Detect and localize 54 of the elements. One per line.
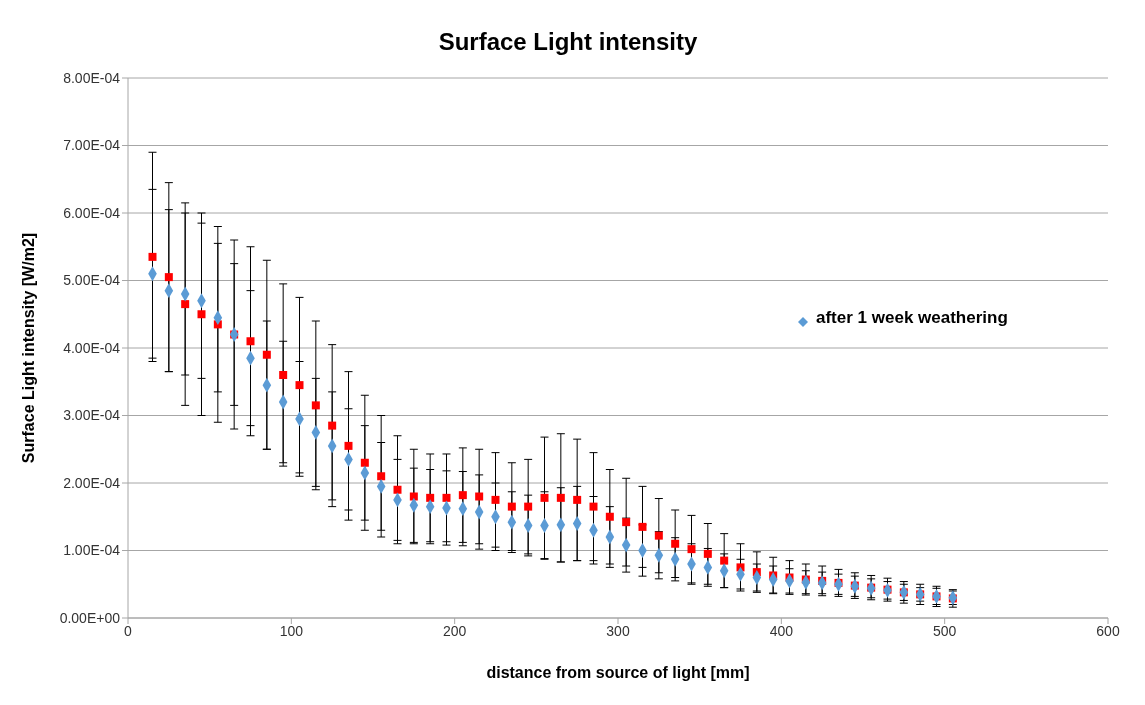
point — [393, 485, 402, 494]
y-tick-label: 7.00E-04 — [63, 137, 121, 154]
point — [507, 502, 516, 511]
point — [605, 512, 614, 521]
x-tick-label: 200 — [442, 622, 467, 639]
point — [475, 492, 484, 501]
point — [328, 421, 337, 430]
point — [409, 492, 418, 501]
x-axis-title: distance from source of light [mm] — [486, 664, 750, 681]
point — [148, 252, 157, 261]
point — [622, 518, 631, 527]
y-tick-label: 6.00E-04 — [63, 204, 121, 221]
point — [589, 502, 598, 511]
x-tick-label: 600 — [1096, 622, 1120, 639]
point — [524, 502, 533, 511]
legend-label: after 1 week weathering — [816, 308, 1008, 328]
y-tick-label: 4.00E-04 — [63, 339, 121, 356]
point — [540, 493, 549, 502]
point — [360, 458, 369, 467]
x-tick-label: 300 — [606, 622, 630, 639]
point — [556, 493, 565, 502]
point — [279, 371, 288, 379]
point — [426, 493, 435, 502]
chart-title: Surface Light intensity — [437, 27, 699, 57]
point — [687, 545, 696, 554]
point — [458, 491, 467, 500]
point — [164, 273, 173, 282]
y-tick-label: 3.00E-04 — [63, 407, 121, 424]
point — [197, 310, 206, 319]
x-tick-label: 0 — [124, 622, 133, 639]
y-tick-label: 2.00E-04 — [63, 474, 121, 491]
point — [638, 522, 647, 531]
y-tick-label: 8.00E-04 — [63, 69, 121, 86]
point — [295, 381, 304, 390]
y-tick-label: 1.00E-04 — [63, 542, 121, 559]
point — [703, 549, 712, 558]
x-tick-label: 400 — [769, 622, 794, 639]
point — [344, 441, 353, 450]
point — [654, 531, 663, 540]
point — [311, 401, 320, 410]
point — [442, 493, 451, 502]
point — [720, 556, 729, 565]
y-tick-label: 0.00E+00 — [59, 609, 121, 626]
x-tick-label: 500 — [932, 622, 957, 639]
point — [671, 539, 680, 548]
y-tick-label: 5.00E-04 — [63, 272, 121, 289]
point — [262, 350, 271, 359]
point — [491, 495, 500, 504]
point — [377, 472, 386, 481]
point — [573, 495, 582, 504]
point — [181, 300, 190, 309]
x-tick-label: 100 — [279, 622, 304, 639]
point — [246, 337, 255, 346]
y-axis-title: Surface Light intensity [W/m2] — [19, 232, 37, 464]
